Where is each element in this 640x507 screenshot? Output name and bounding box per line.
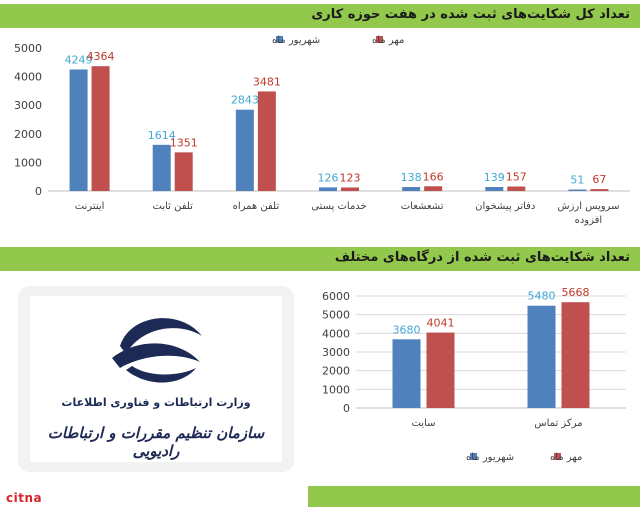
top-chart-title: تعداد کل شکایت‌های ثبت شده در هفت حوزه ک… [311,7,630,22]
x-tick-label: دفاتر پیشخوان [475,201,535,212]
x-tick-label: تلفن همراه [233,201,280,212]
bar [257,91,276,191]
data-label: 1351 [170,136,198,149]
y-tick-label: 5000 [322,309,350,322]
data-label: 166 [423,170,444,183]
y-tick-label: 4000 [322,327,350,340]
bar [392,339,421,408]
data-label: 126 [318,171,339,184]
data-label: 138 [401,171,422,184]
x-tick-label: افزوده [575,215,603,226]
bar [561,302,590,408]
legend-swatch [470,453,477,460]
citna-brand-logo: citna [6,491,43,505]
legend-label: مهر ماه [550,452,582,463]
data-label: 2843 [231,94,259,107]
logo-ministry-text: وزارت ارتباطات و فناوری اطلاعات [61,396,251,409]
data-label: 3680 [393,323,421,336]
x-tick-label: تلفن ثابت [153,201,194,212]
y-tick-label: 0 [35,185,42,198]
cra-logo-panel: وزارت ارتباطات و فناوری اطلاعات سازمان ت… [18,286,294,472]
x-tick-label: سایت [411,418,435,429]
y-tick-label: 1000 [14,156,42,169]
data-label: 3481 [253,75,281,88]
data-label: 5668 [562,286,590,299]
data-label: 4364 [87,50,115,63]
y-tick-label: 5000 [14,42,42,55]
bar [527,305,556,408]
data-label: 4249 [65,53,93,66]
y-tick-label: 0 [343,402,350,415]
bar [235,109,254,191]
legend-swatch [376,36,383,43]
y-tick-label: 2000 [322,365,350,378]
legend-label: مهر ماه [372,35,404,46]
bar [402,187,421,191]
data-label: 157 [506,171,527,184]
bar [590,189,609,191]
logo-organization-text: سازمان تنظیم مقررات و ارتباطات رادیویی [47,424,265,460]
y-tick-label: 4000 [14,71,42,84]
bar [568,189,587,191]
x-tick-label: سرویس ارزش [557,201,619,212]
bottom-bar-chart: 0 1000 2000 3000 4000 5000 6000 3680 4041 سایت 548… [322,286,626,463]
bar [485,187,504,191]
x-tick-label: تشعشعات [401,201,444,212]
cra-logo: وزارت ارتباطات و فناوری اطلاعات سازمان ت… [30,296,282,462]
bar [69,69,88,191]
y-tick-label: 2000 [14,128,42,141]
bar [319,187,337,191]
data-label: 67 [592,173,606,186]
data-label: 139 [484,171,505,184]
cra-emblem-icon [112,318,202,383]
bar [507,186,526,191]
bar [152,144,171,191]
bar [341,187,359,191]
data-label: 123 [340,171,361,184]
legend-label: شهریور ماه [272,35,320,46]
bar [91,66,110,191]
data-label: 1614 [148,129,176,142]
middle-section-banner: تعداد شکایت‌های ثبت شده از درگاه‌های مخت… [0,247,640,271]
bar [426,332,455,408]
legend-swatch [276,36,283,43]
bottom-section-banner [308,486,640,507]
legend-swatch [554,453,561,460]
bottom-chart-title: تعداد شکایت‌های ثبت شده از درگاه‌های مخت… [334,250,630,265]
y-tick-label: 3000 [14,99,42,112]
y-tick-label: 1000 [322,383,350,396]
data-label: 51 [570,174,584,187]
bar [174,152,193,191]
bar [424,186,443,191]
top-section-banner: تعداد کل شکایت‌های ثبت شده در هفت حوزه ک… [0,4,640,28]
x-tick-label: اینترنت [75,201,105,212]
x-tick-label: خدمات پستی [311,201,366,212]
legend-label: شهریور ماه [466,452,514,463]
x-tick-label: مرکز تماس [534,418,582,429]
y-tick-label: 6000 [322,290,350,303]
data-label: 4041 [427,317,455,330]
data-label: 5480 [528,290,556,303]
y-tick-label: 3000 [322,346,350,359]
